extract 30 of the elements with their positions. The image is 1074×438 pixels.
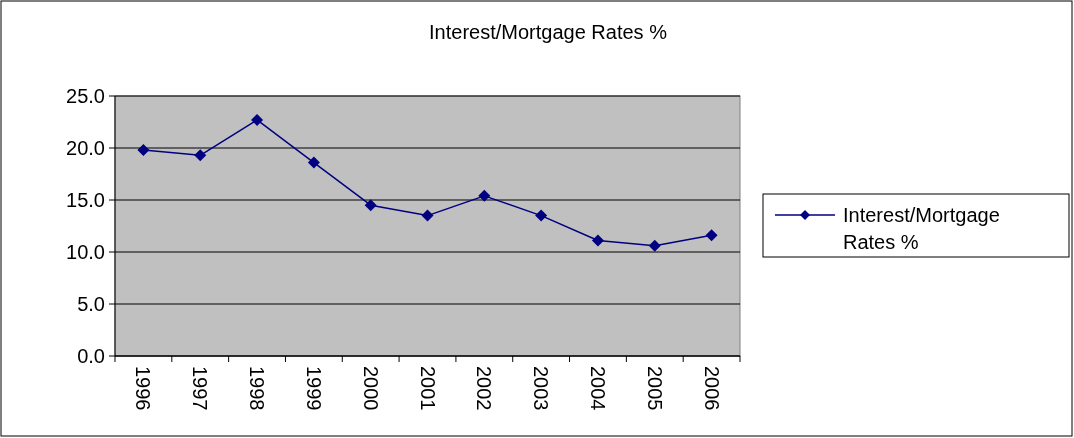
point — [705, 229, 718, 242]
point — [307, 156, 320, 169]
x-tick-label: 1997 — [189, 366, 212, 411]
x-tick-label: 2001 — [416, 366, 439, 411]
point — [364, 199, 377, 212]
legend-label: Interest/Mortgage Rates % — [843, 204, 1000, 253]
point — [194, 149, 207, 162]
x-tick-label: 1998 — [246, 366, 269, 411]
point — [591, 234, 604, 247]
x-tick-label: 2002 — [473, 366, 496, 411]
y-tick-label: 20.0 — [66, 137, 105, 159]
x-tick-label: 2006 — [700, 366, 723, 411]
point — [421, 209, 434, 222]
y-tick-label: 15.0 — [66, 189, 105, 211]
point — [251, 113, 264, 126]
y-tick-label: 10.0 — [66, 241, 105, 263]
x-tick-label: 2000 — [359, 366, 382, 411]
point — [535, 209, 548, 222]
x-tick-label: 2003 — [530, 366, 553, 411]
point — [478, 189, 491, 202]
point — [137, 144, 150, 157]
x-tick-label: 1996 — [132, 366, 155, 411]
x-tick-label: 2005 — [643, 366, 666, 411]
x-tick-label: 1999 — [302, 366, 325, 411]
y-tick-label: 25.0 — [66, 85, 105, 107]
point — [648, 239, 661, 252]
y-tick-label: 0.0 — [77, 345, 105, 367]
y-tick-label: 5.0 — [77, 293, 105, 315]
chart-title: Interest/Mortgage Rates % — [429, 21, 668, 43]
x-tick-label: 2004 — [586, 366, 609, 411]
